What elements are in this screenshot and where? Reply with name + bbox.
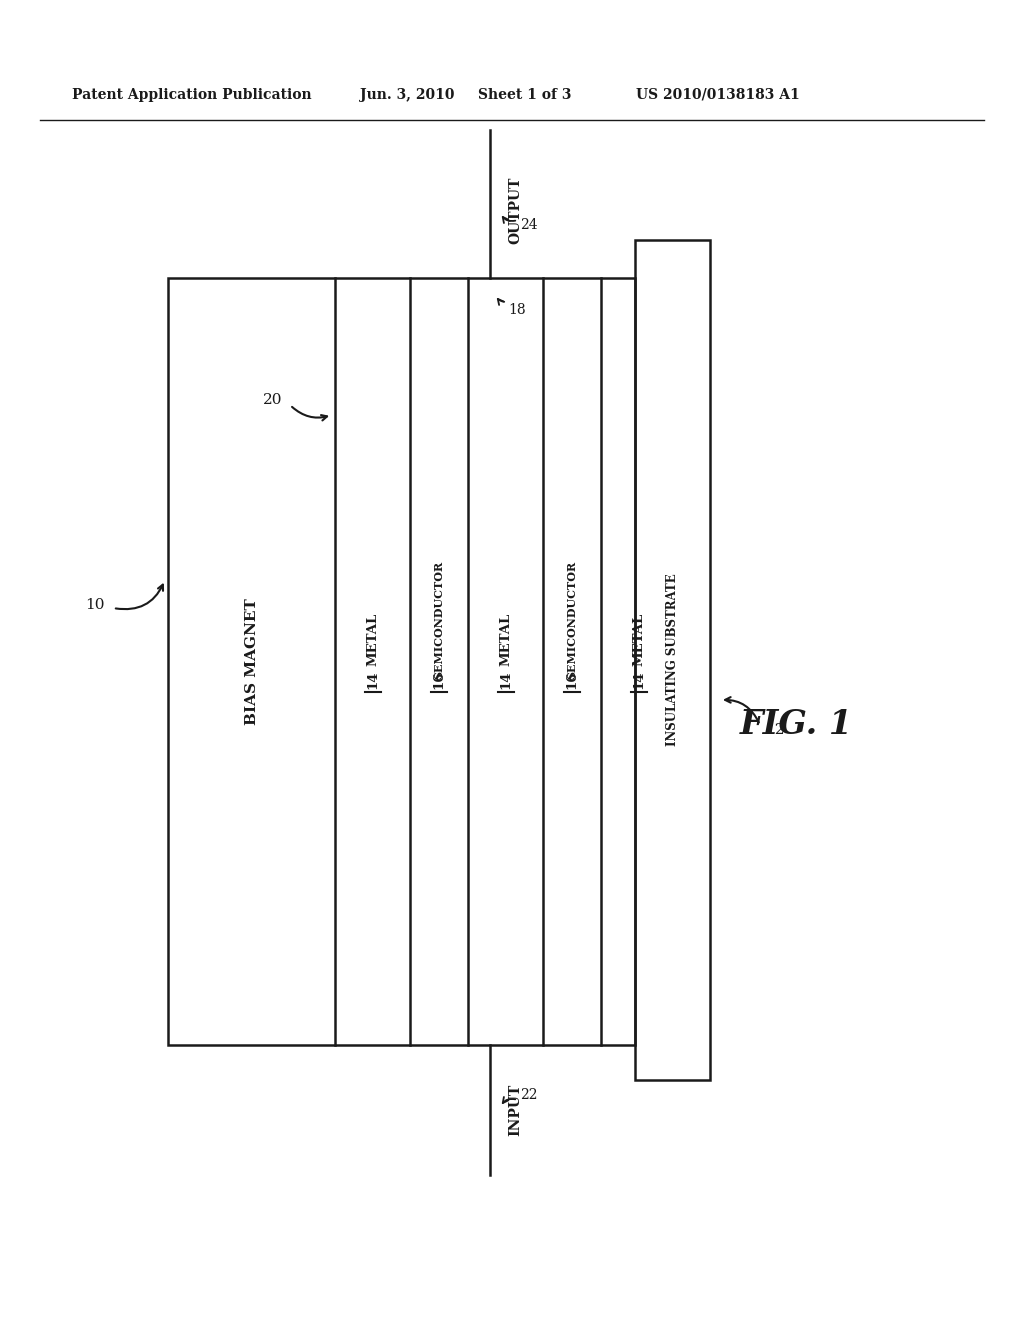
- Text: Sheet 1 of 3: Sheet 1 of 3: [478, 88, 571, 102]
- Text: 16: 16: [565, 671, 579, 689]
- Text: 18: 18: [508, 304, 525, 317]
- Text: METAL: METAL: [499, 612, 512, 667]
- Text: OUTPUT: OUTPUT: [508, 177, 522, 244]
- Text: 10: 10: [85, 598, 105, 612]
- Bar: [168, 279, 635, 1045]
- Text: 16: 16: [432, 671, 445, 689]
- Text: US 2010/0138183 A1: US 2010/0138183 A1: [636, 88, 800, 102]
- Text: SEMICONDUCTOR: SEMICONDUCTOR: [433, 561, 444, 678]
- Text: Patent Application Publication: Patent Application Publication: [72, 88, 311, 102]
- Text: METAL: METAL: [366, 612, 379, 667]
- Text: INPUT: INPUT: [508, 1084, 522, 1137]
- Text: 14: 14: [499, 671, 512, 689]
- Text: INSULATING SUBSTRATE: INSULATING SUBSTRATE: [666, 574, 679, 746]
- Text: 22: 22: [520, 1088, 538, 1102]
- Text: SEMICONDUCTOR: SEMICONDUCTOR: [566, 561, 578, 678]
- Text: 24: 24: [520, 218, 538, 232]
- Text: 14: 14: [366, 671, 379, 689]
- Text: 20: 20: [262, 393, 282, 407]
- Text: Jun. 3, 2010: Jun. 3, 2010: [360, 88, 455, 102]
- Bar: [635, 240, 710, 1080]
- Text: FIG. 1: FIG. 1: [740, 709, 853, 742]
- Text: 12: 12: [765, 723, 784, 737]
- Text: METAL: METAL: [632, 612, 645, 667]
- Text: 14: 14: [632, 671, 645, 689]
- Text: BIAS MAGNET: BIAS MAGNET: [245, 598, 258, 725]
